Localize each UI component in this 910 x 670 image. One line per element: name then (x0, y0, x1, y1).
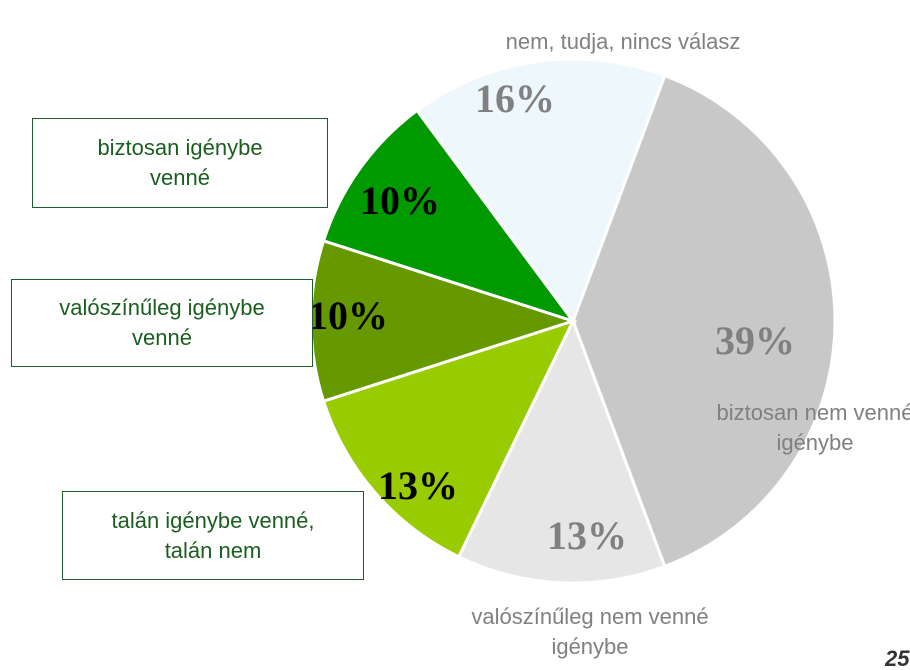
category-label: talán igénybe venné, talán nem (62, 491, 364, 580)
value-label: 13% (378, 463, 458, 508)
value-label: 10% (308, 293, 388, 338)
pie-slice (456, 317, 667, 585)
page-number: 25 (884, 646, 910, 670)
pie-slice (414, 57, 667, 325)
value-label: 13% (547, 513, 627, 558)
pie-slice (571, 73, 837, 569)
pie-slice (321, 318, 576, 559)
value-label: 10% (360, 178, 440, 223)
category-label: biztosan igénybe venné (32, 118, 328, 208)
value-label: 16% (475, 76, 555, 121)
category-label: valószínűleg nem venné igénybe (471, 604, 709, 659)
category-label: nem, tudja, nincs válasz (505, 29, 741, 54)
category-label: valószínűleg igénybe venné (11, 279, 313, 367)
category-label: biztosan nem venné igénybe (716, 400, 910, 455)
pie-slice (321, 108, 577, 324)
value-label: 39% (715, 318, 795, 363)
